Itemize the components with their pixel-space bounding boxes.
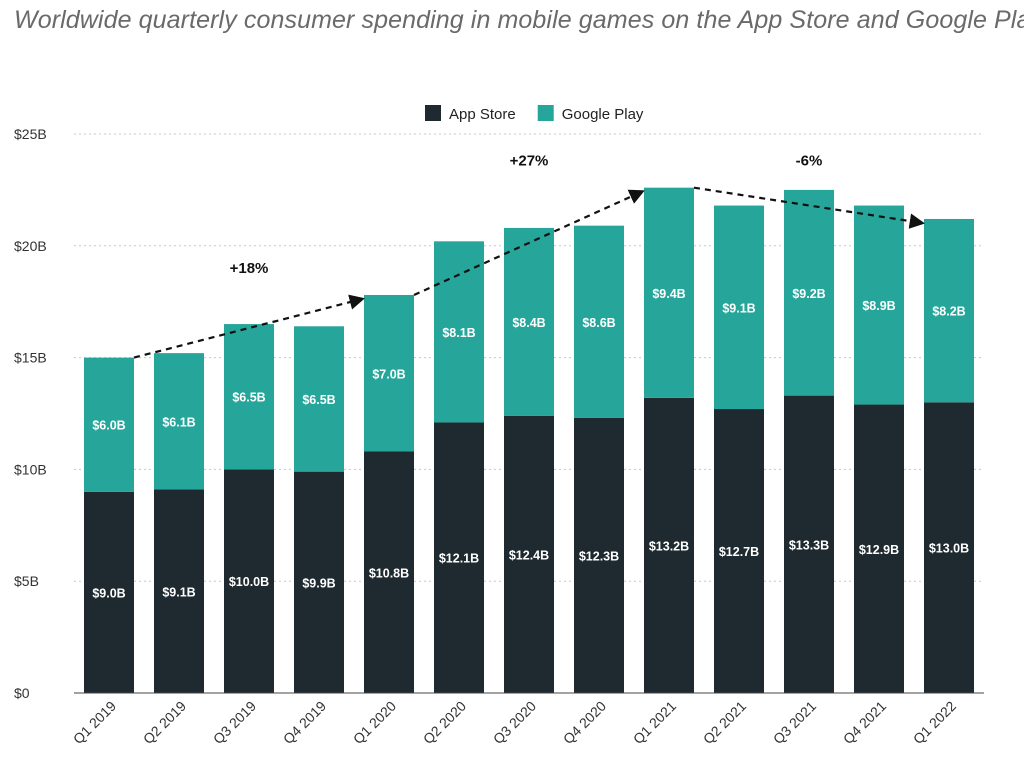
data-label-app-store: $9.0B (92, 586, 125, 600)
bar-app-store (574, 417, 624, 693)
data-label-google-play: $9.2B (792, 287, 825, 301)
bar-app-store (84, 491, 134, 693)
x-tick-label: Q2 2019 (140, 698, 189, 747)
data-label-google-play: $6.1B (162, 415, 195, 429)
data-label-google-play: $8.6B (582, 316, 615, 330)
x-tick-label: Q1 2019 (70, 698, 119, 747)
bar-google-play (504, 227, 554, 416)
growth-annotation: +27% (510, 153, 549, 170)
x-tick-label: Q3 2019 (210, 698, 259, 747)
data-label-app-store: $12.7B (719, 545, 759, 559)
x-tick-label: Q4 2019 (280, 698, 329, 747)
data-label-google-play: $8.9B (862, 299, 895, 313)
bar-google-play (84, 357, 134, 492)
data-label-app-store: $13.2B (649, 539, 689, 553)
legend-swatch (537, 105, 554, 121)
trend-arrow (693, 186, 926, 229)
x-tick-label: Q1 2021 (630, 698, 679, 747)
data-label-app-store: $12.4B (509, 548, 549, 562)
data-label-google-play: $6.5B (302, 393, 335, 407)
bar-app-store (504, 415, 554, 693)
bar-google-play (574, 225, 624, 418)
bar-app-store (714, 409, 764, 693)
bar-app-store (294, 471, 344, 693)
legend-label: App Store (449, 106, 516, 123)
y-tick-label: $20B (14, 238, 47, 254)
data-label-app-store: $13.0B (929, 542, 969, 556)
y-tick-label: $10B (14, 461, 47, 477)
bar-app-store (784, 395, 834, 693)
bar-google-play (714, 205, 764, 410)
bar-google-play (364, 294, 414, 452)
x-tick-label: Q2 2021 (700, 698, 749, 747)
bar-app-store (154, 489, 204, 693)
bar-google-play (854, 205, 904, 405)
bar-app-store (644, 397, 694, 693)
y-tick-label: $15B (14, 350, 47, 366)
data-label-app-store: $12.3B (579, 549, 619, 563)
x-tick-label: Q3 2020 (490, 698, 539, 747)
data-label-app-store: $9.1B (162, 585, 195, 599)
bar-app-store (854, 404, 904, 693)
legend-swatch (425, 105, 441, 121)
x-tick-label: Q2 2020 (420, 698, 469, 747)
bar-google-play (784, 189, 834, 396)
data-label-google-play: $8.2B (932, 305, 965, 319)
trend-arrow (413, 189, 645, 296)
annotations: +18% +27% -6% (133, 153, 926, 359)
bar-google-play (294, 326, 344, 472)
x-tick-label: Q1 2020 (350, 698, 399, 747)
y-tick-label: $25B (14, 126, 47, 142)
bar-google-play (644, 187, 694, 398)
x-tick-label: Q4 2020 (560, 698, 609, 747)
bar-app-store (434, 422, 484, 693)
legend[interactable]: App Store Google Play (425, 105, 644, 123)
chart-title: Worldwide quarterly consumer spending in… (14, 6, 1024, 34)
data-label-google-play: $8.4B (512, 316, 545, 330)
data-label-google-play: $7.0B (372, 367, 405, 381)
bar-app-store (924, 402, 974, 693)
bar-app-store (224, 469, 274, 693)
data-label-app-store: $12.9B (859, 543, 899, 557)
bar-google-play (154, 353, 204, 490)
x-tick-label: Q4 2021 (840, 698, 889, 747)
growth-annotation: -6% (796, 153, 823, 170)
bar-google-play (924, 218, 974, 403)
data-label-app-store: $10.0B (229, 575, 269, 589)
bar-google-play (224, 324, 274, 470)
data-label-app-store: $9.9B (302, 576, 335, 590)
bars: $9.0B $6.0B $9.1B $6.1B $10.0B $6.5B $9.9B $6.5… (84, 187, 974, 693)
growth-annotation: +18% (230, 260, 269, 277)
data-label-app-store: $12.1B (439, 552, 479, 566)
y-tick-label: $0 (14, 685, 30, 701)
data-label-google-play: $8.1B (442, 326, 475, 340)
data-label-google-play: $6.0B (92, 419, 125, 433)
data-label-google-play: $9.1B (722, 301, 755, 315)
legend-label: Google Play (562, 106, 644, 123)
data-label-google-play: $6.5B (232, 391, 265, 405)
data-label-app-store: $13.3B (789, 538, 829, 552)
x-tick-label: Q3 2021 (770, 698, 819, 747)
data-label-google-play: $9.4B (652, 287, 685, 301)
data-label-app-store: $10.8B (369, 566, 409, 580)
x-tick-label: Q1 2022 (910, 698, 959, 747)
y-tick-label: $5B (14, 573, 39, 589)
bar-google-play (434, 241, 484, 423)
bar-app-store (364, 451, 414, 693)
